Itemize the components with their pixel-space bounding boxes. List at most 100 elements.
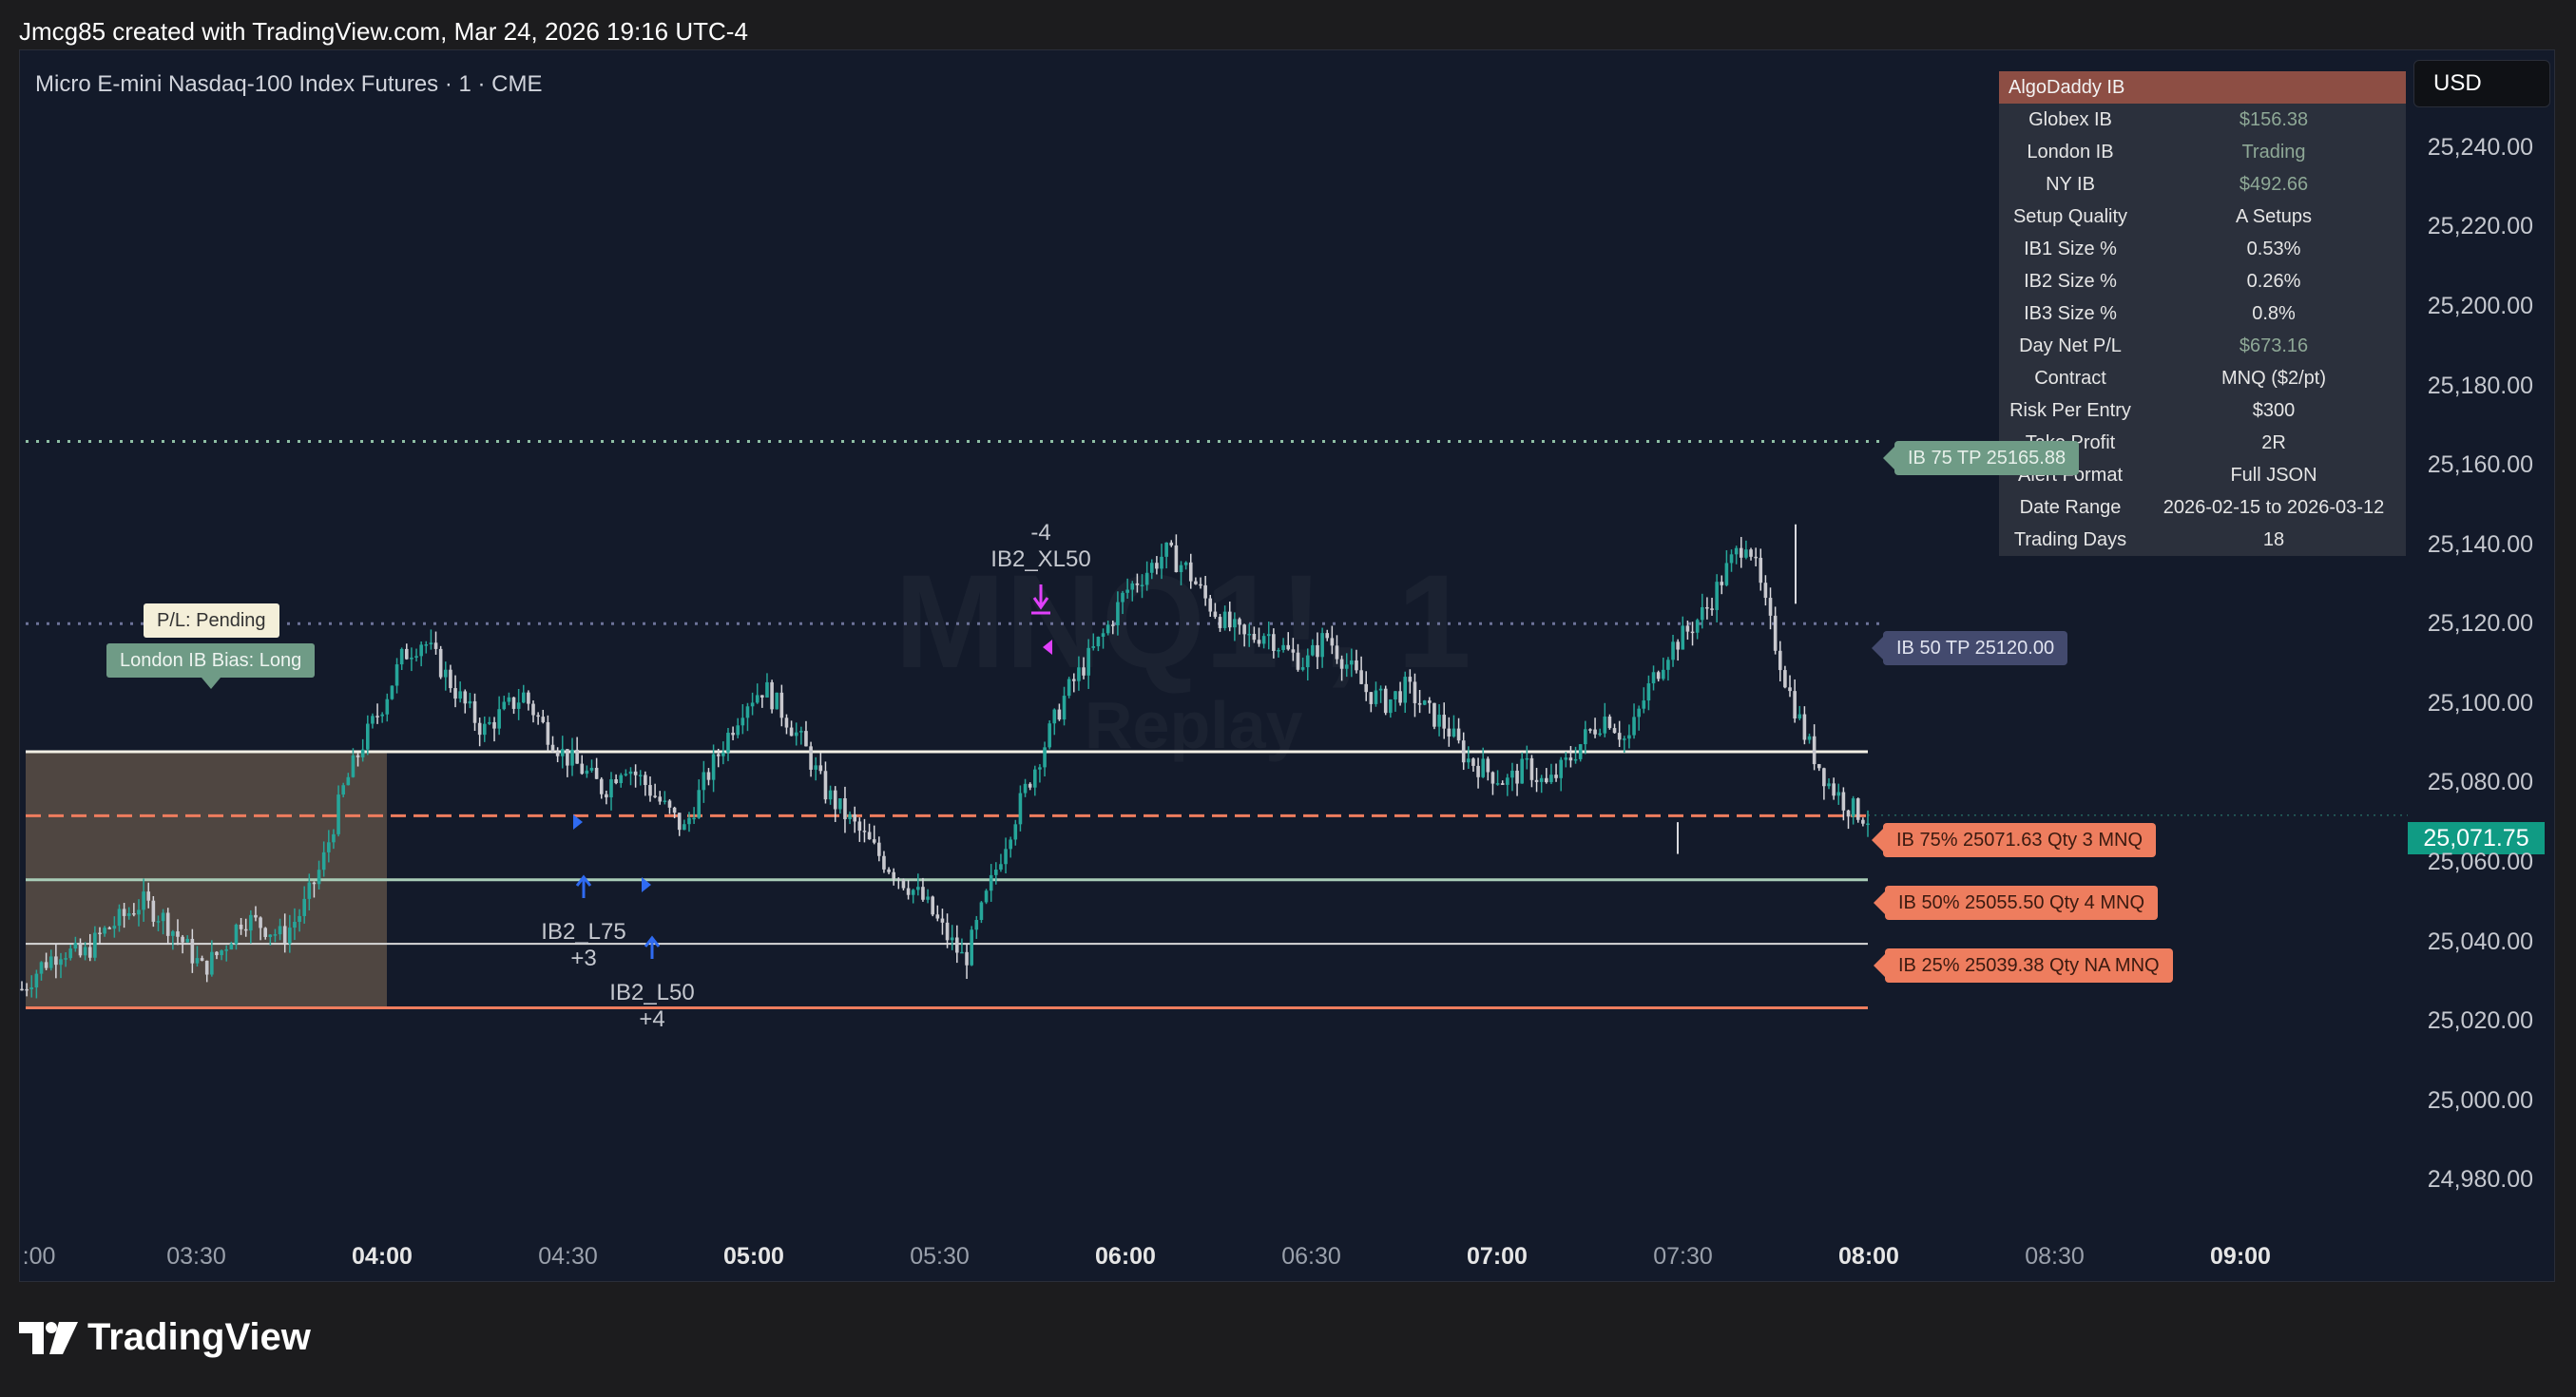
candle-body <box>658 796 663 802</box>
candle-body <box>1759 557 1763 584</box>
candle-body <box>1378 688 1383 691</box>
candle-body <box>1305 655 1310 668</box>
candle-body <box>560 749 565 756</box>
candle-body <box>1617 733 1622 740</box>
short-qty-label: -4 <box>1030 520 1051 545</box>
candle-body <box>1325 633 1330 639</box>
price-tick-label: 25,180.00 <box>2427 372 2533 399</box>
candle-body <box>112 926 117 929</box>
candle-body <box>1529 757 1534 780</box>
info-table-row: Day Net P/L $673.16 <box>1999 330 2406 362</box>
candle-body <box>575 749 579 764</box>
short-arrow-head <box>1032 597 1049 610</box>
candle-body <box>711 754 716 780</box>
candle-body <box>1671 641 1675 660</box>
candle-body <box>103 928 106 934</box>
candle-body <box>1359 670 1363 684</box>
candle-body <box>336 794 340 834</box>
candle-body <box>1208 598 1213 612</box>
candle-body <box>1715 582 1719 610</box>
info-table-value: $492.66 <box>2239 174 2309 195</box>
info-table-label: Setup Quality <box>2012 206 2128 227</box>
candle-body <box>935 914 940 919</box>
london-bias-label: London IB Bias: Long <box>106 643 316 689</box>
info-table-label: Day Net P/L <box>2019 335 2122 356</box>
candle-body <box>390 685 394 699</box>
candle-body <box>1467 758 1471 763</box>
candle-body <box>1642 700 1646 709</box>
candle-body <box>1534 779 1539 782</box>
candle-body <box>1320 633 1324 658</box>
candle-body <box>706 772 711 780</box>
info-table-value: 2R <box>2261 432 2286 453</box>
candle-body <box>332 833 336 843</box>
candle-body <box>146 891 151 901</box>
candle-body <box>1422 700 1427 705</box>
candle-body <box>1817 764 1821 769</box>
info-table-value: $300 <box>2252 400 2296 421</box>
price-tick-label: 25,160.00 <box>2427 451 2533 479</box>
candle-body <box>1685 625 1690 632</box>
candle-body <box>1383 688 1388 714</box>
candle-body <box>1082 667 1086 676</box>
candle-body <box>818 765 823 772</box>
candle-body <box>1179 565 1183 573</box>
candle-body <box>677 813 682 831</box>
candle-body <box>648 785 652 796</box>
candle-body <box>1584 729 1587 745</box>
candle-body <box>399 648 404 665</box>
candle-body <box>385 698 390 715</box>
candle-body <box>1812 736 1817 765</box>
candle-body <box>443 669 448 678</box>
candle-body <box>433 642 438 649</box>
candle-body <box>25 988 29 991</box>
currency-button[interactable]: USD <box>2413 60 2550 107</box>
candle-body <box>507 697 511 702</box>
candle-body <box>950 937 954 941</box>
candle-body <box>779 692 784 718</box>
info-table-label: IB1 Size % <box>2024 239 2117 259</box>
candle-body <box>896 878 901 881</box>
candle-body <box>804 731 808 747</box>
candle-body <box>1403 677 1408 703</box>
price-tick-label: 25,020.00 <box>2427 1007 2533 1035</box>
price-tick-label: 25,000.00 <box>2427 1086 2533 1114</box>
candle-body <box>1408 677 1413 682</box>
candle-body <box>945 922 950 941</box>
candle-body <box>1841 792 1846 811</box>
candle-body <box>1500 783 1505 785</box>
price-tick-label: 25,240.00 <box>2427 133 2533 161</box>
candle-body <box>1277 649 1280 652</box>
price-tick-label: 25,140.00 <box>2427 530 2533 558</box>
candle-body <box>1734 547 1739 555</box>
candle-body <box>282 926 287 944</box>
candle-body <box>843 798 847 820</box>
ib50-tp-tag: IB 50 TP 25120.00 <box>1871 631 2068 665</box>
candle-body <box>122 909 126 916</box>
candle-body <box>970 929 973 966</box>
candle-body <box>823 771 828 800</box>
candle-body <box>73 943 78 949</box>
candle-body <box>1057 709 1062 720</box>
candle-body <box>1773 615 1778 651</box>
candle-body <box>458 691 462 699</box>
candle-body <box>317 870 321 885</box>
candle-body <box>1607 717 1612 729</box>
long2-arrow-head <box>644 935 661 947</box>
chart-pane[interactable]: MNQ1!, 1 Replay Micro E-mini Nasdaq-100 … <box>19 49 2555 1282</box>
candle-body <box>1846 810 1851 817</box>
candle-body <box>1067 679 1071 697</box>
price-chart[interactable] <box>20 50 2555 1282</box>
candle-body <box>1242 624 1246 635</box>
candle-body <box>999 864 1003 871</box>
candle-body <box>1125 589 1129 593</box>
time-tick-label: 04:00 <box>352 1243 413 1270</box>
info-table-label: Contract <box>2034 368 2106 389</box>
candle-body <box>814 765 818 770</box>
candle-body <box>1568 757 1573 761</box>
candle-body <box>1593 729 1597 735</box>
info-table-value: 0.53% <box>2246 239 2301 259</box>
candle-body <box>210 951 214 975</box>
candle-body <box>940 918 945 923</box>
candle-body <box>1866 823 1870 826</box>
